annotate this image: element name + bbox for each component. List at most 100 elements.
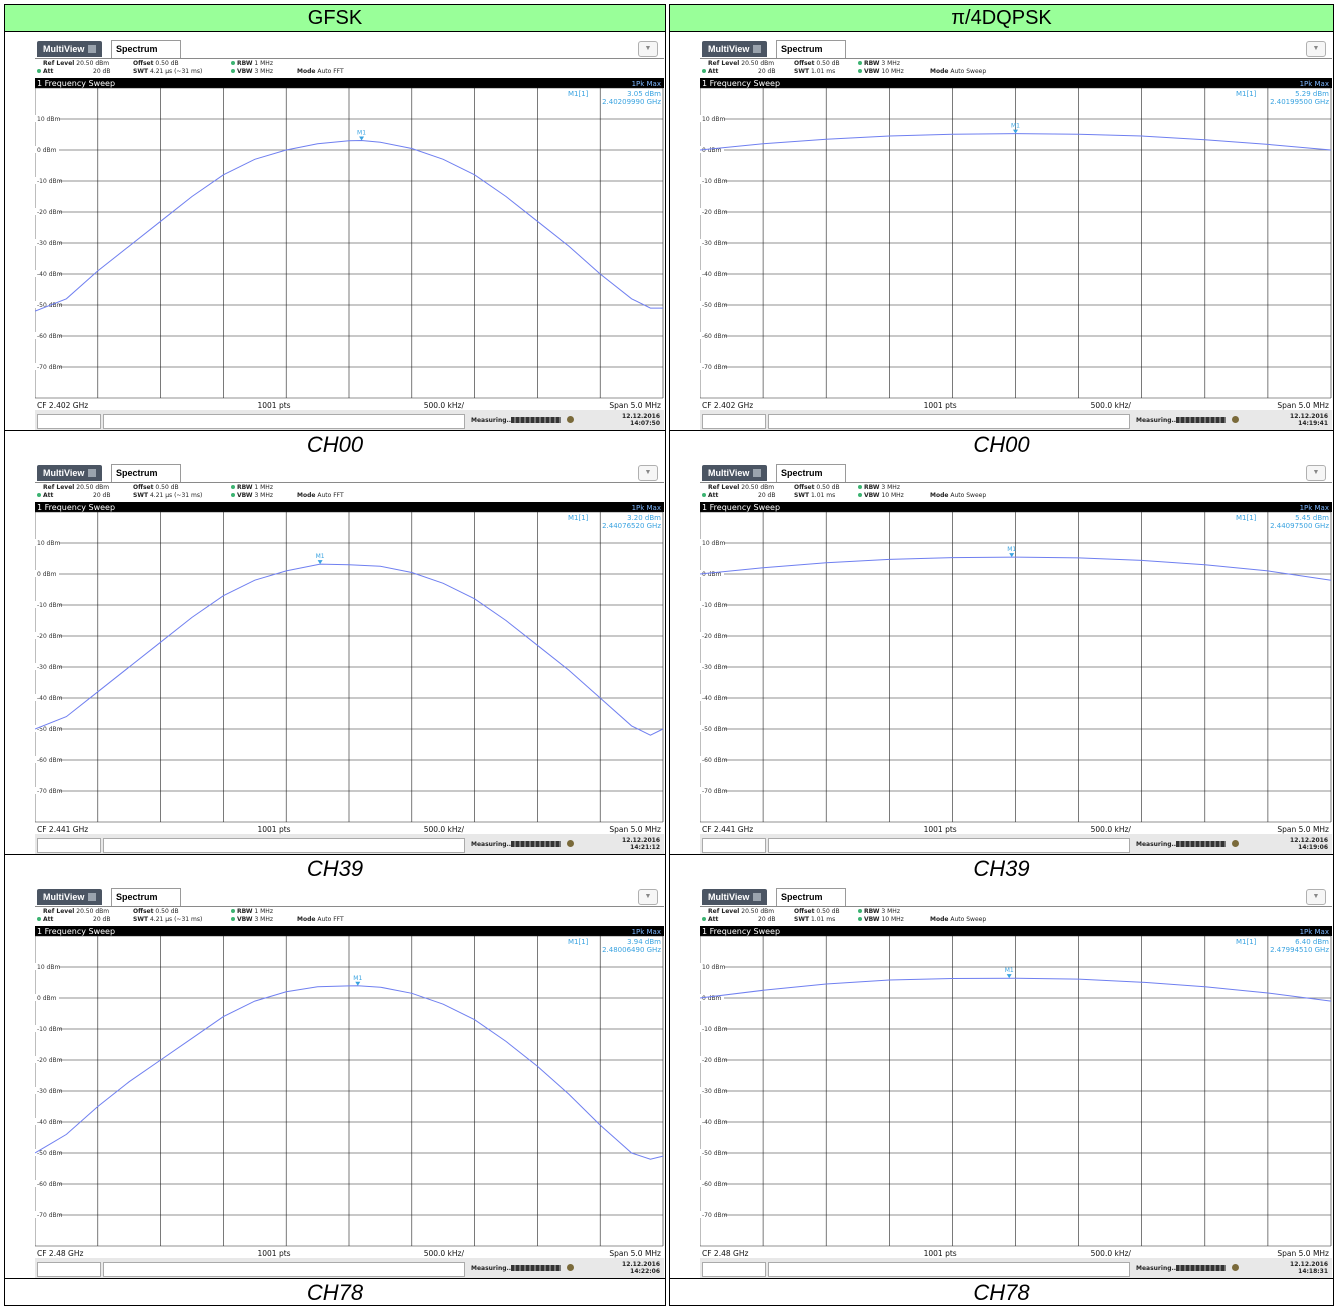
rbw-value: 1 MHz: [254, 60, 273, 67]
tab-spectrum[interactable]: Spectrum: [776, 464, 846, 482]
y-tick-bg: [35, 1025, 59, 1032]
tab-spectrum[interactable]: Spectrum: [111, 464, 181, 482]
y-tick-label: -10 dBm: [37, 602, 63, 609]
points-label: 1001 pts: [257, 1249, 290, 1258]
span-label: Span 5.0 MHz: [1277, 825, 1329, 834]
y-tick-bg: [35, 177, 59, 184]
multiview-label: MultiView: [708, 44, 750, 54]
status-led-icon: [1232, 840, 1239, 847]
y-tick-bg: [700, 663, 724, 670]
tab-multiview[interactable]: MultiView: [702, 465, 768, 481]
chevron-down-icon[interactable]: ▼: [1306, 889, 1326, 905]
tab-multiview[interactable]: MultiView: [37, 465, 103, 481]
y-tick-bg: [700, 363, 724, 370]
sweep-title: 1 Frequency Sweep: [702, 927, 780, 936]
sweep-title: 1 Frequency Sweep: [702, 503, 780, 512]
division-label: 500.0 kHz/: [424, 401, 465, 410]
measuring-status: Measuring...: [471, 1265, 514, 1272]
y-tick-label: -70 dBm: [37, 1212, 63, 1219]
tab-multiview[interactable]: MultiView: [702, 889, 768, 905]
tab-spectrum[interactable]: Spectrum: [776, 888, 846, 906]
ref-level-label: Ref Level: [708, 60, 740, 67]
analyzer-window: MultiView Spectrum ▼ Ref Level 20.50 dBm…: [35, 886, 664, 1278]
status-message-field: [768, 838, 1130, 853]
caption-dqpsk-ch00: CH00: [669, 430, 1334, 458]
chevron-down-icon[interactable]: ▼: [638, 465, 658, 481]
y-tick-bg: [700, 539, 724, 546]
marker-level: 3.20 dBm: [627, 514, 661, 522]
vbw-value: 10 MHz: [881, 916, 904, 923]
y-tick-bg: [700, 1118, 724, 1125]
y-tick-label: -10 dBm: [702, 1026, 728, 1033]
date-text: 12.12.2016: [622, 1261, 660, 1268]
y-tick-label: -40 dBm: [702, 695, 728, 702]
sweep-title: 1 Frequency Sweep: [37, 79, 115, 88]
multiview-label: MultiView: [708, 468, 750, 478]
tab-multiview[interactable]: MultiView: [37, 41, 103, 57]
trace-label: 1Pk Max: [632, 504, 661, 512]
y-tick-bg: [35, 270, 59, 277]
chevron-down-icon[interactable]: ▼: [1306, 41, 1326, 57]
y-tick-bg: [35, 301, 59, 308]
rbw-value: 3 MHz: [881, 484, 900, 491]
tab-spectrum[interactable]: Spectrum: [776, 40, 846, 58]
progress-bar: [1176, 841, 1226, 847]
y-tick-label: 0 dBm: [37, 147, 57, 154]
time-text: 14:19:06: [1298, 844, 1328, 851]
time-text: 14:18:31: [1298, 1268, 1328, 1275]
y-tick-bg: [35, 756, 59, 763]
y-tick-bg: [700, 270, 724, 277]
y-tick-label: -70 dBm: [37, 364, 63, 371]
mode-value: Auto FFT: [317, 68, 344, 75]
analyzer-window: MultiView Spectrum ▼ Ref Level 20.50 dBm…: [700, 38, 1332, 430]
marker-name: M1[1]: [1236, 938, 1257, 946]
status-led-icon: [567, 416, 574, 423]
y-tick-label: -60 dBm: [37, 1181, 63, 1188]
ref-level-value: 20.50 dBm: [741, 908, 775, 915]
y-tick-label: -40 dBm: [37, 695, 63, 702]
spectrum-chart: 1 Frequency Sweep 1Pk Max 10 dBm 0 dBm -10 d…: [700, 926, 1332, 1258]
y-tick-bg: [35, 994, 59, 1001]
panel-gfsk-ch00: MultiView Spectrum ▼ Ref Level 20.50 dBm…: [4, 32, 666, 432]
marker-tag: M1: [1005, 967, 1014, 974]
time-text: 14:19:41: [1298, 420, 1328, 427]
trace-label: 1Pk Max: [1300, 928, 1329, 936]
mode-label: Mode: [930, 916, 949, 923]
multiview-label: MultiView: [43, 892, 85, 902]
y-tick-label: -10 dBm: [37, 178, 63, 185]
y-tick-bg: [700, 1180, 724, 1187]
att-value: 20 dB: [93, 68, 111, 75]
chevron-down-icon[interactable]: ▼: [638, 889, 658, 905]
center-frequency-label: CF 2.48 GHz: [702, 1249, 748, 1258]
status-message-field: [768, 414, 1130, 429]
tab-spectrum[interactable]: Spectrum: [111, 888, 181, 906]
plot-background: [35, 926, 664, 1258]
tab-multiview[interactable]: MultiView: [702, 41, 768, 57]
y-tick-bg: [35, 725, 59, 732]
y-tick-label: -20 dBm: [702, 633, 728, 640]
vbw-value: 3 MHz: [254, 916, 273, 923]
offset-label: Offset: [133, 484, 154, 491]
spectrum-plot: 1 Frequency Sweep 1Pk Max 10 dBm 0 dBm -10 d…: [700, 502, 1332, 834]
panel-dqpsk-ch00: MultiView Spectrum ▼ Ref Level 20.50 dBm…: [669, 32, 1334, 432]
tab-multiview[interactable]: MultiView: [37, 889, 103, 905]
status-message-field: [103, 838, 465, 853]
tab-spectrum[interactable]: Spectrum: [111, 40, 181, 58]
rbw-label: RBW: [864, 908, 880, 915]
offset-label: Offset: [794, 908, 815, 915]
sweep-title: 1 Frequency Sweep: [37, 503, 115, 512]
progress-bar: [1176, 417, 1226, 423]
marker-tag: M1: [316, 553, 325, 560]
chevron-down-icon[interactable]: ▼: [1306, 465, 1326, 481]
vbw-value: 3 MHz: [254, 492, 273, 499]
y-tick-label: 10 dBm: [37, 964, 60, 971]
vbw-value: 10 MHz: [881, 492, 904, 499]
swt-value: 1.01 ms: [810, 68, 836, 75]
chevron-down-icon[interactable]: ▼: [638, 41, 658, 57]
y-tick-bg: [700, 1056, 724, 1063]
progress-bar: [511, 841, 561, 847]
rbw-value: 1 MHz: [254, 908, 273, 915]
center-frequency-label: CF 2.441 GHz: [37, 825, 88, 834]
status-led-icon: [567, 840, 574, 847]
